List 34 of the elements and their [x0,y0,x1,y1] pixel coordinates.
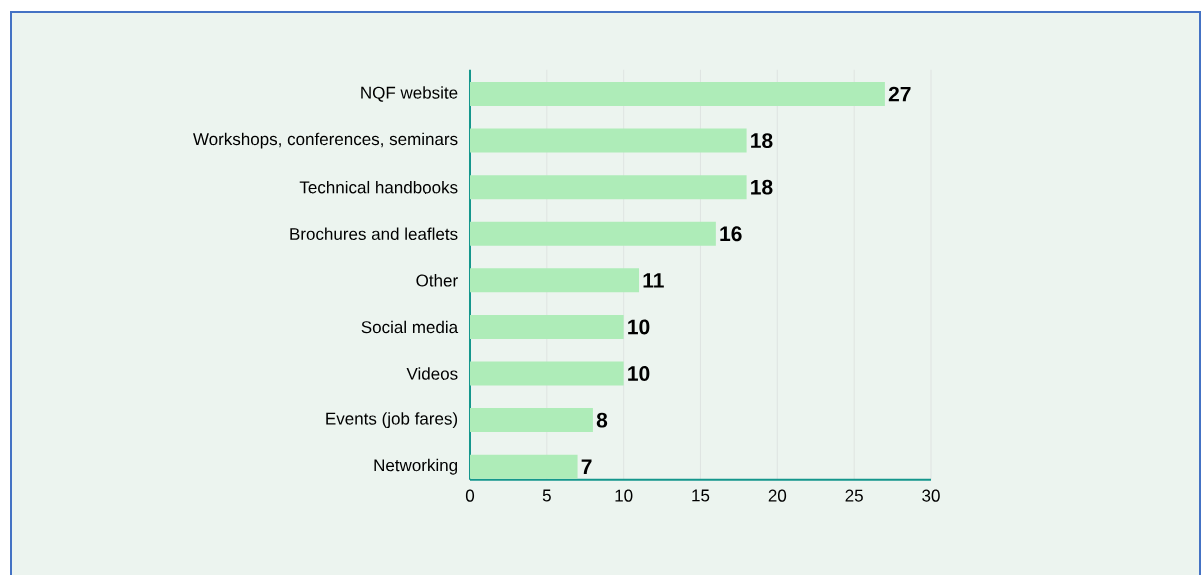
x-tick-label: 20 [768,489,787,502]
x-tick-label: 0 [465,489,475,502]
data-label: 18 [751,133,773,149]
x-tick-label: 15 [692,489,710,502]
y-tick-label: Workshops, conferences, seminars [193,132,458,149]
bar [470,454,578,479]
data-label: 7 [581,459,592,474]
y-tick-label: Technical handbooks [299,180,458,194]
x-tick-label: 5 [542,489,551,502]
y-tick-label: NQF website [361,86,458,102]
x-tick-label: 30 [922,489,940,502]
y-tick-label: Brochures and leaflets [290,227,458,241]
bar [470,268,640,293]
bar [470,408,593,433]
x-tick-label: 25 [845,489,863,502]
y-tick-label: Other [416,274,458,287]
data-label: 10 [628,319,650,335]
data-label: 27 [888,86,911,102]
y-tick-label: Videos [406,367,458,380]
bar [470,128,747,153]
data-label: 8 [596,412,608,428]
bar [470,221,716,246]
data-label: 18 [751,179,773,195]
data-label: 10 [628,366,650,381]
bar [470,82,885,106]
bar [470,175,747,200]
x-tick-label: 10 [615,489,633,502]
data-label: 16 [720,226,742,242]
bar [470,361,624,386]
y-tick-label: Events (job fares) [326,412,458,429]
y-tick-label: Networking [374,458,458,475]
bar [470,314,624,339]
y-tick-label: Social media [361,320,459,334]
data-label: 11 [643,273,664,288]
